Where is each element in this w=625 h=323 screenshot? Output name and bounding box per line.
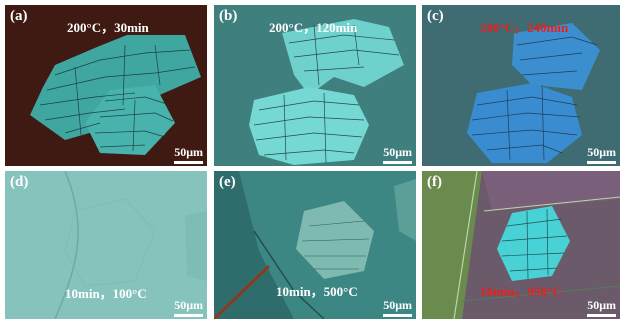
scale-bar-line	[383, 314, 412, 317]
scale-bar: 50μm	[587, 298, 616, 317]
panel-label: (e)	[219, 174, 236, 190]
scale-bar-line	[174, 161, 203, 164]
condition-label: 10min，950°C	[480, 284, 562, 299]
micrograph-c	[422, 5, 620, 166]
condition-label: 200°C，240min	[480, 20, 569, 35]
condition-label: 200°C，120min	[269, 20, 358, 35]
scale-bar-line	[587, 314, 616, 317]
condition-label: 10min，500°C	[276, 284, 358, 299]
scale-bar-label: 50μm	[383, 298, 412, 312]
panel-label: (b)	[219, 8, 238, 24]
condition-label: 10min，100°C	[65, 286, 147, 301]
panel-e: (e) 10min，500°C 50μm	[214, 171, 416, 319]
panel-d: (d) 10min，100°C 50μm	[5, 171, 207, 319]
panel-label: (a)	[10, 8, 28, 24]
condition-label: 200°C，30min	[67, 20, 149, 35]
scale-bar: 50μm	[383, 298, 412, 317]
scale-bar-line	[383, 161, 412, 164]
panel-f: (f) 10min，950°C 50μm	[422, 171, 620, 319]
scale-bar-line	[587, 161, 616, 164]
scale-bar: 50μm	[587, 145, 616, 164]
scale-bar-label: 50μm	[383, 145, 412, 159]
panel-b: (b) 200°C，120min 50μm	[214, 5, 416, 166]
micrograph-b	[214, 5, 416, 166]
micrograph-a	[5, 5, 207, 166]
panel-c: (c) 200°C，240min 50μm	[422, 5, 620, 166]
micrograph-e	[214, 171, 416, 319]
scale-bar: 50μm	[174, 145, 203, 164]
scale-bar-line	[174, 314, 203, 317]
scale-bar-label: 50μm	[174, 145, 203, 159]
scale-bar: 50μm	[383, 145, 412, 164]
scale-bar-label: 50μm	[587, 145, 616, 159]
panel-a: (a) 200°C，30min 50μm	[5, 5, 207, 166]
scale-bar: 50μm	[174, 298, 203, 317]
scale-bar-label: 50μm	[587, 298, 616, 312]
panel-label: (d)	[10, 174, 29, 190]
scale-bar-label: 50μm	[174, 298, 203, 312]
micrograph-f	[422, 171, 620, 319]
panel-label: (f)	[427, 174, 442, 190]
panel-label: (c)	[427, 8, 444, 24]
micrograph-d	[5, 171, 207, 319]
